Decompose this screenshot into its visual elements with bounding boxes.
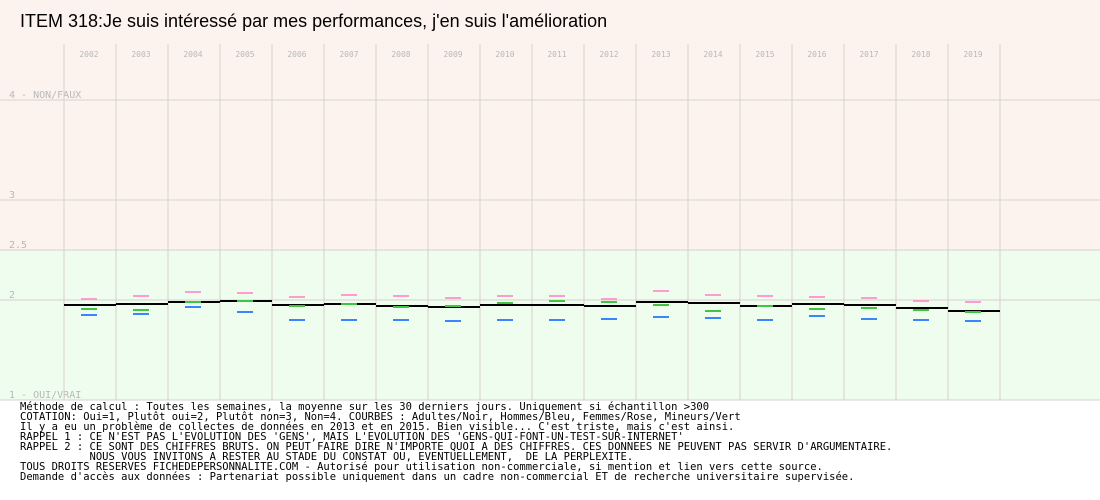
x-tick-label: 2010 xyxy=(495,50,514,59)
note-line: Demande d'accès aux données : Partenaria… xyxy=(20,471,855,483)
background-band-1 xyxy=(0,250,1100,400)
y-tick-label: 2.5 xyxy=(9,240,27,251)
x-tick-label: 2002 xyxy=(79,50,98,59)
x-tick-label: 2007 xyxy=(339,50,358,59)
background-band-0 xyxy=(0,0,1100,250)
x-tick-label: 2018 xyxy=(911,50,930,59)
x-tick-label: 2014 xyxy=(703,50,722,59)
x-tick-label: 2005 xyxy=(235,50,254,59)
note-line: NOUS VOUS INVITONS A RESTER AU STADE DU … xyxy=(20,451,634,463)
note-line: TOUS DROITS RESERVES FICHEDEPERSONNALITE… xyxy=(20,461,823,473)
x-tick-label: 2008 xyxy=(391,50,410,59)
x-tick-label: 2003 xyxy=(131,50,150,59)
chart-notes: Méthode de calcul : Toutes les semaines,… xyxy=(20,401,1095,483)
x-tick-label: 2004 xyxy=(183,50,202,59)
y-tick-label: 2 xyxy=(9,290,15,301)
chart-title: ITEM 318:Je suis intéressé par mes perfo… xyxy=(20,11,608,31)
x-tick-label: 2017 xyxy=(859,50,878,59)
x-tick-label: 2013 xyxy=(651,50,670,59)
x-tick-label: 2016 xyxy=(807,50,826,59)
x-tick-label: 2009 xyxy=(443,50,462,59)
y-tick-label: 1 - OUI/VRAI xyxy=(9,390,81,401)
x-tick-label: 2012 xyxy=(599,50,618,59)
y-tick-label: 4 - NON/FAUX xyxy=(9,90,81,101)
x-tick-label: 2011 xyxy=(547,50,566,59)
x-tick-label: 2019 xyxy=(963,50,982,59)
x-tick-label: 2015 xyxy=(755,50,774,59)
note-line: COTATION: Oui=1, Plutôt oui=2, Plutôt no… xyxy=(20,411,741,423)
note-line: Il y a eu un problème de collectes de do… xyxy=(20,421,735,433)
y-tick-label: 3 xyxy=(9,190,15,201)
note-line: RAPPEL 1 : CE N'EST PAS L'EVOLUTION DES … xyxy=(20,431,684,443)
x-tick-label: 2006 xyxy=(287,50,306,59)
note-line: RAPPEL 2 : CE SONT DES CHIFFRES BRUTS. O… xyxy=(20,441,893,453)
note-line: Méthode de calcul : Toutes les semaines,… xyxy=(20,401,710,413)
